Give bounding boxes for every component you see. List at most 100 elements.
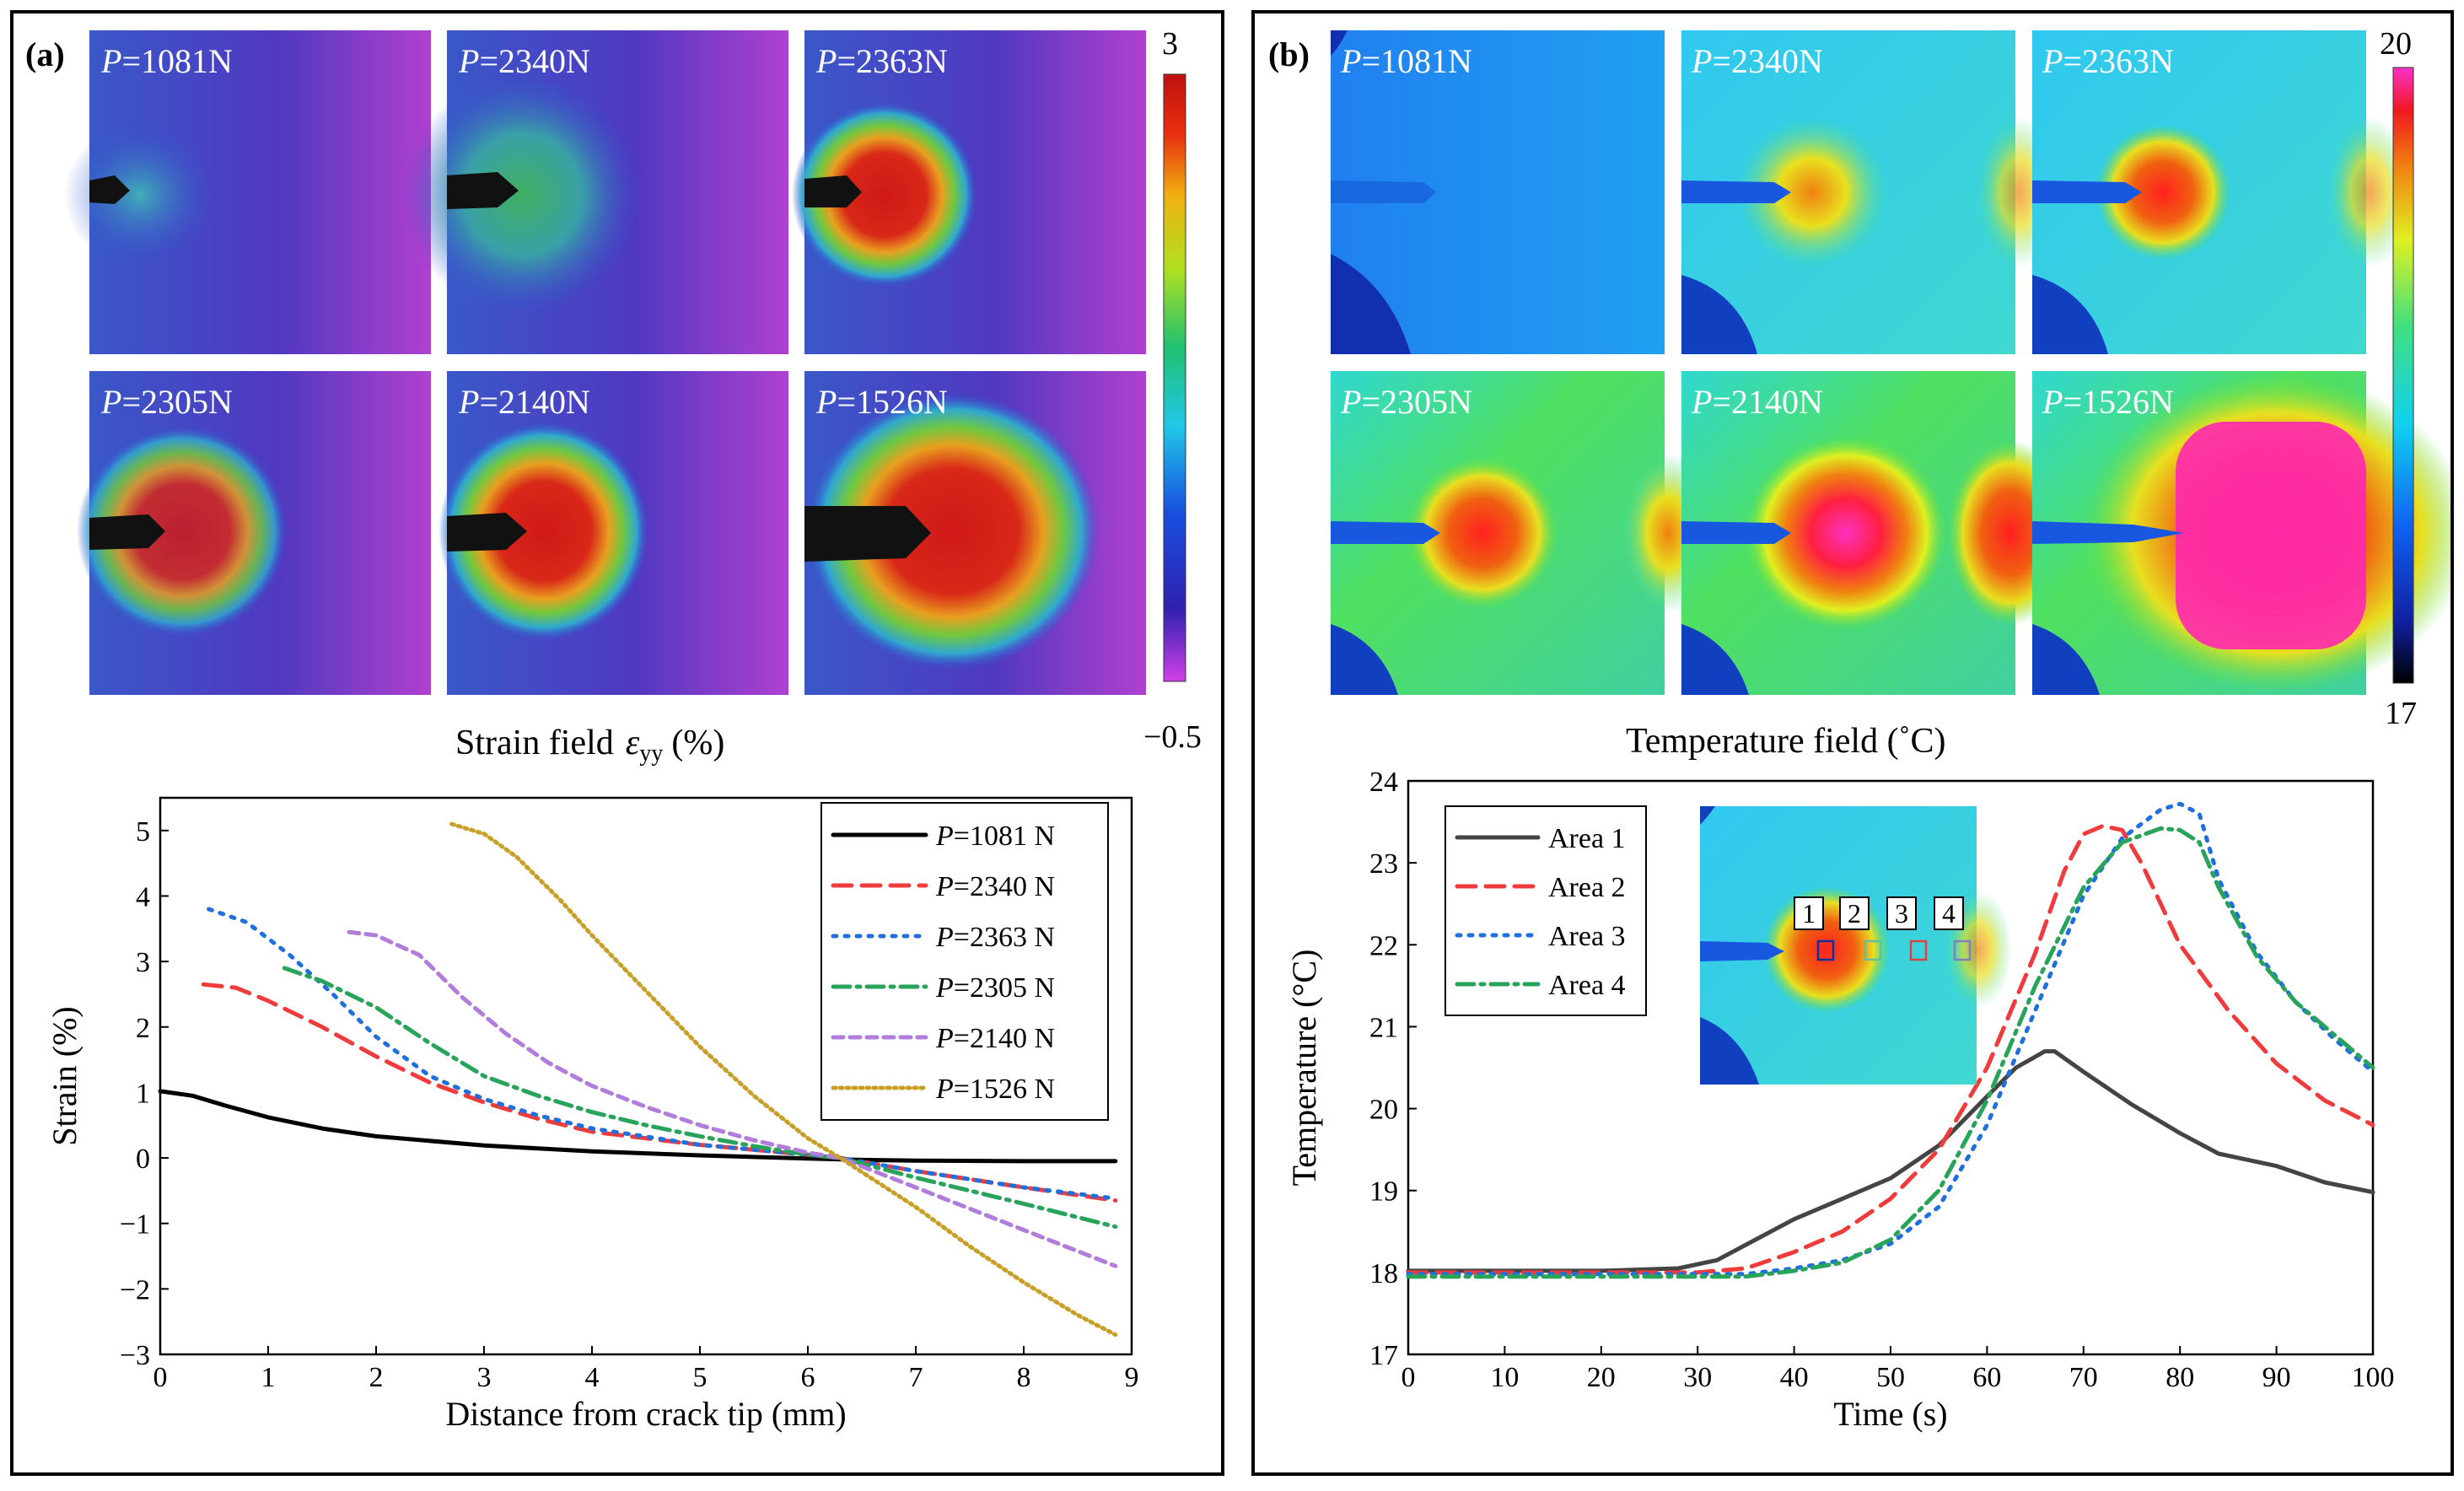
legend-entry-6: P=1526 N bbox=[935, 1074, 1055, 1105]
series-line-5 bbox=[347, 929, 1118, 1268]
strain-map-2-label: P=2340N bbox=[458, 42, 590, 80]
temperature-chart: 0 10 20 30 40 50 60 70 80 90 1001718192021222324Ti… bbox=[1285, 767, 2395, 1433]
y-axis-label: Temperature (°C) bbox=[1285, 950, 1323, 1187]
inset-label-2: 2 bbox=[1839, 896, 1870, 930]
x-tick-label: 70 bbox=[2069, 1362, 2098, 1393]
x-tick-label: 80 bbox=[2165, 1362, 2194, 1393]
temperature-map-4-label: P=2305N bbox=[1340, 383, 1472, 421]
x-tick-label: 4 bbox=[585, 1362, 600, 1393]
temperature-map-grid: P=1081N P=2340N P=2363N bbox=[1331, 30, 2464, 695]
x-tick-label: 50 bbox=[1876, 1362, 1905, 1393]
temperature-map-5-label: P=2140N bbox=[1691, 383, 1823, 421]
svg-text:3: 3 bbox=[1895, 898, 1908, 929]
inset-label-1: 1 bbox=[1794, 896, 1824, 930]
y-axis-label: Strain (%) bbox=[46, 1006, 83, 1146]
legend-entry-4: P=2305 N bbox=[935, 972, 1055, 1004]
y-tick-label: 20 bbox=[1369, 1095, 1398, 1126]
strain-map-6-label: P=1526N bbox=[815, 383, 948, 421]
legend-entry-2: Area 2 bbox=[1548, 872, 1626, 903]
y-tick-label: 17 bbox=[1369, 1340, 1398, 1371]
x-tick-label: 0 bbox=[1401, 1362, 1416, 1393]
series-line-2 bbox=[201, 982, 1118, 1203]
y-tick-label: 5 bbox=[136, 816, 150, 848]
panel-b-label: (b) bbox=[1268, 35, 1310, 73]
legend-entry-3: P=2363 N bbox=[935, 922, 1055, 953]
temperature-map-2-label: P=2340N bbox=[1691, 42, 1823, 80]
legend-entry-1: Area 1 bbox=[1548, 823, 1626, 854]
plot-frame bbox=[159, 796, 1133, 1356]
strain-map-5: P=2140N bbox=[438, 371, 788, 695]
y-tick-label: 3 bbox=[136, 947, 150, 978]
inset-area-2-box bbox=[1864, 939, 1882, 961]
colorbar-a-max: 3 bbox=[1162, 26, 1178, 62]
x-tick-label: 7 bbox=[909, 1362, 923, 1393]
temperature-map-5: P=2140N bbox=[1681, 371, 2074, 695]
y-tick-label: 2 bbox=[136, 1013, 150, 1044]
strain-map-4: P=2305N bbox=[77, 371, 431, 695]
colorbar-b-max: 20 bbox=[2380, 26, 2412, 62]
x-tick-label: 9 bbox=[1125, 1362, 1139, 1393]
strain-map-6: P=1526N bbox=[804, 371, 1146, 695]
inset-thermal-image: 1 2 3 4 bbox=[1700, 806, 2012, 1085]
inset-label-4: 4 bbox=[1934, 896, 1964, 930]
series-line-6 bbox=[449, 821, 1118, 1338]
svg-text:2: 2 bbox=[1848, 898, 1861, 929]
series-line-4 bbox=[1406, 826, 2375, 1279]
temperature-map-6: P=1526N bbox=[2032, 371, 2464, 695]
series-line-4 bbox=[282, 966, 1118, 1230]
x-axis-label: Distance from crack tip (mm) bbox=[445, 1395, 846, 1433]
strain-map-4-label: P=2305N bbox=[100, 383, 233, 421]
temperature-map-6-label: P=1526N bbox=[2042, 383, 2174, 421]
inset-area-1-box bbox=[1816, 939, 1835, 961]
colorbar-b-min: 17 bbox=[2385, 696, 2417, 731]
y-tick-label: 21 bbox=[1369, 1012, 1398, 1043]
temperature-map-2: P=2340N bbox=[1681, 30, 2061, 354]
x-tick-label: 90 bbox=[2262, 1362, 2291, 1393]
strain-map-3-label: P=2363N bbox=[815, 42, 948, 80]
strain-map-2: P=2340N bbox=[405, 30, 788, 354]
x-tick-label: 30 bbox=[1683, 1362, 1712, 1393]
x-tick-label: 100 bbox=[2352, 1362, 2395, 1393]
panel-b: (b) P=1081N P=2340N bbox=[1251, 10, 2464, 1476]
inset-area-4-box bbox=[1953, 939, 1972, 961]
y-tick-label: 19 bbox=[1369, 1176, 1398, 1208]
inset-label-3: 3 bbox=[1886, 896, 1917, 930]
x-tick-label: 10 bbox=[1490, 1362, 1519, 1393]
legend-entry-2: P=2340 N bbox=[935, 871, 1055, 902]
series-line-1 bbox=[1406, 1049, 2375, 1273]
inset-area-3-box bbox=[1909, 939, 1928, 961]
strain-map-5-label: P=2140N bbox=[458, 383, 590, 421]
colorbar-a-min: −0.5 bbox=[1143, 719, 1202, 755]
series-line-3 bbox=[207, 907, 1118, 1201]
svg-text:4: 4 bbox=[1942, 898, 1956, 929]
y-tick-label: 1 bbox=[136, 1078, 150, 1109]
x-tick-label: 5 bbox=[693, 1362, 707, 1393]
legend-entry-5: P=2140 N bbox=[935, 1023, 1055, 1054]
temperature-field-label: Temperature field (˚C) bbox=[1626, 722, 1946, 761]
strain-map-1-label: P=1081N bbox=[100, 42, 233, 80]
y-tick-label: −2 bbox=[120, 1274, 150, 1305]
panel-a: (a) P=1081N P=2340N P=2363N bbox=[10, 10, 1224, 1476]
x-tick-label: 0 bbox=[153, 1362, 168, 1393]
temperature-map-1: P=1081N bbox=[1331, 30, 1665, 354]
x-tick-label: 8 bbox=[1017, 1362, 1031, 1393]
strain-map-1: P=1081N bbox=[64, 30, 431, 354]
x-tick-label: 2 bbox=[369, 1362, 384, 1393]
x-tick-label: 20 bbox=[1587, 1362, 1616, 1393]
series-line-2 bbox=[1406, 823, 2375, 1275]
x-axis-label: Time (s) bbox=[1833, 1395, 1947, 1433]
y-tick-label: 22 bbox=[1369, 930, 1398, 961]
temperature-map-3: P=2363N bbox=[2032, 30, 2412, 354]
legend-entry-3: Area 3 bbox=[1548, 921, 1626, 952]
series-line-1 bbox=[158, 1089, 1118, 1164]
y-tick-label: 18 bbox=[1369, 1258, 1398, 1289]
y-tick-label: −1 bbox=[120, 1209, 150, 1241]
y-tick-label: 23 bbox=[1369, 848, 1398, 880]
x-tick-label: 3 bbox=[477, 1362, 492, 1393]
temperature-map-1-label: P=1081N bbox=[1340, 42, 1472, 80]
colorbar-b bbox=[2392, 67, 2414, 684]
strain-map-grid: P=1081N P=2340N P=2363N P=2305N bbox=[64, 30, 1146, 695]
y-tick-label: 4 bbox=[136, 881, 150, 912]
y-tick-label: 0 bbox=[136, 1144, 150, 1175]
